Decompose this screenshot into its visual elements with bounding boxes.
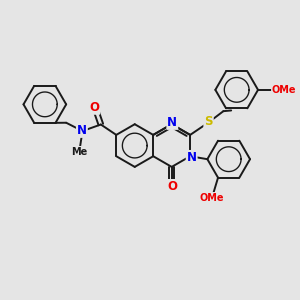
Text: N: N: [167, 116, 177, 129]
Text: O: O: [89, 101, 99, 114]
Text: N: N: [187, 151, 197, 164]
Text: S: S: [204, 115, 213, 128]
Text: N: N: [77, 124, 87, 137]
Text: OMe: OMe: [272, 85, 296, 95]
Text: O: O: [167, 180, 177, 193]
Text: Me: Me: [71, 147, 88, 157]
Text: OMe: OMe: [200, 193, 224, 203]
